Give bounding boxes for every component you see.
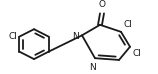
Text: Cl: Cl — [8, 32, 17, 41]
Text: O: O — [98, 0, 106, 9]
Text: N: N — [72, 32, 79, 41]
Text: Cl: Cl — [124, 20, 133, 29]
Text: Cl: Cl — [133, 49, 142, 57]
Text: N: N — [90, 63, 96, 72]
